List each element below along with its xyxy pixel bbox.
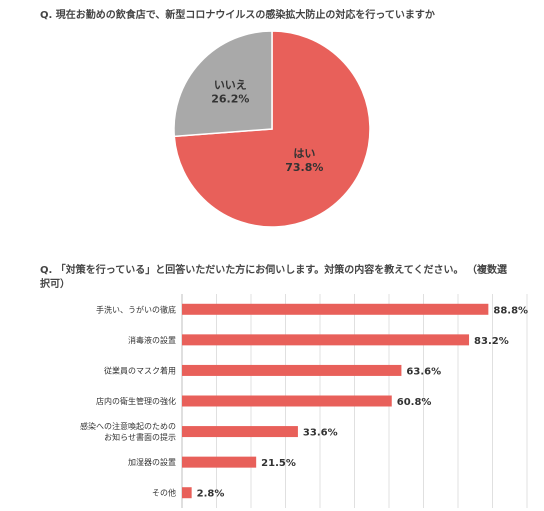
bar-question-title: Q. 「対策を行っている」と回答いただいた方にお伺いします。対策の内容を教えてく… <box>40 265 507 290</box>
bar-category-label-5: 加湿器の設置 <box>128 457 176 467</box>
bar-category-label-0: 手洗い、うがいの徹底 <box>96 304 176 314</box>
bar-0 <box>182 303 489 315</box>
pie-slice-value-0: 73.8% <box>285 161 323 174</box>
bar-value-label-2: 63.6% <box>406 366 441 377</box>
bar-chart: 手洗い、うがいの徹底 88.8% 消毒液の設置 83.2% 従業員のマスク着用 63.6%… <box>80 294 528 508</box>
bar-category-label-6: その他 <box>152 488 176 498</box>
bar-value-label-4: 33.6% <box>303 428 338 439</box>
pie-slice-1 <box>173 30 273 138</box>
bar-category-label-4: 感染への注意喚起のためのお知らせ書面の提示 <box>80 421 176 442</box>
bar-value-label-5: 21.5% <box>261 458 296 469</box>
bar-3 <box>182 395 392 407</box>
pie-slice-value-1: 26.2% <box>211 92 249 105</box>
bar-value-label-3: 60.8% <box>397 397 432 408</box>
bar-2 <box>182 364 402 376</box>
bar-category-label-3: 店内の衛生管理の強化 <box>96 396 176 406</box>
bar-5 <box>182 456 257 468</box>
bar-category-label-1: 消毒液の設置 <box>128 335 176 345</box>
bar-4 <box>182 426 298 438</box>
pie-slice-label-1: いいえ <box>214 78 247 91</box>
bar-category-label-2: 従業員のマスク着用 <box>104 365 176 375</box>
bar-6 <box>182 487 192 499</box>
pie-slice-label-0: はい <box>293 147 315 160</box>
bar-value-label-1: 83.2% <box>474 336 509 347</box>
pie-question-title: Q. 現在お勤めの飲食店で、新型コロナウイルスの感染拡大防止の対応を行っています… <box>40 10 435 21</box>
bar-value-label-6: 2.8% <box>197 489 225 500</box>
bar-1 <box>182 334 470 346</box>
bar-value-label-0: 88.8% <box>493 305 528 316</box>
